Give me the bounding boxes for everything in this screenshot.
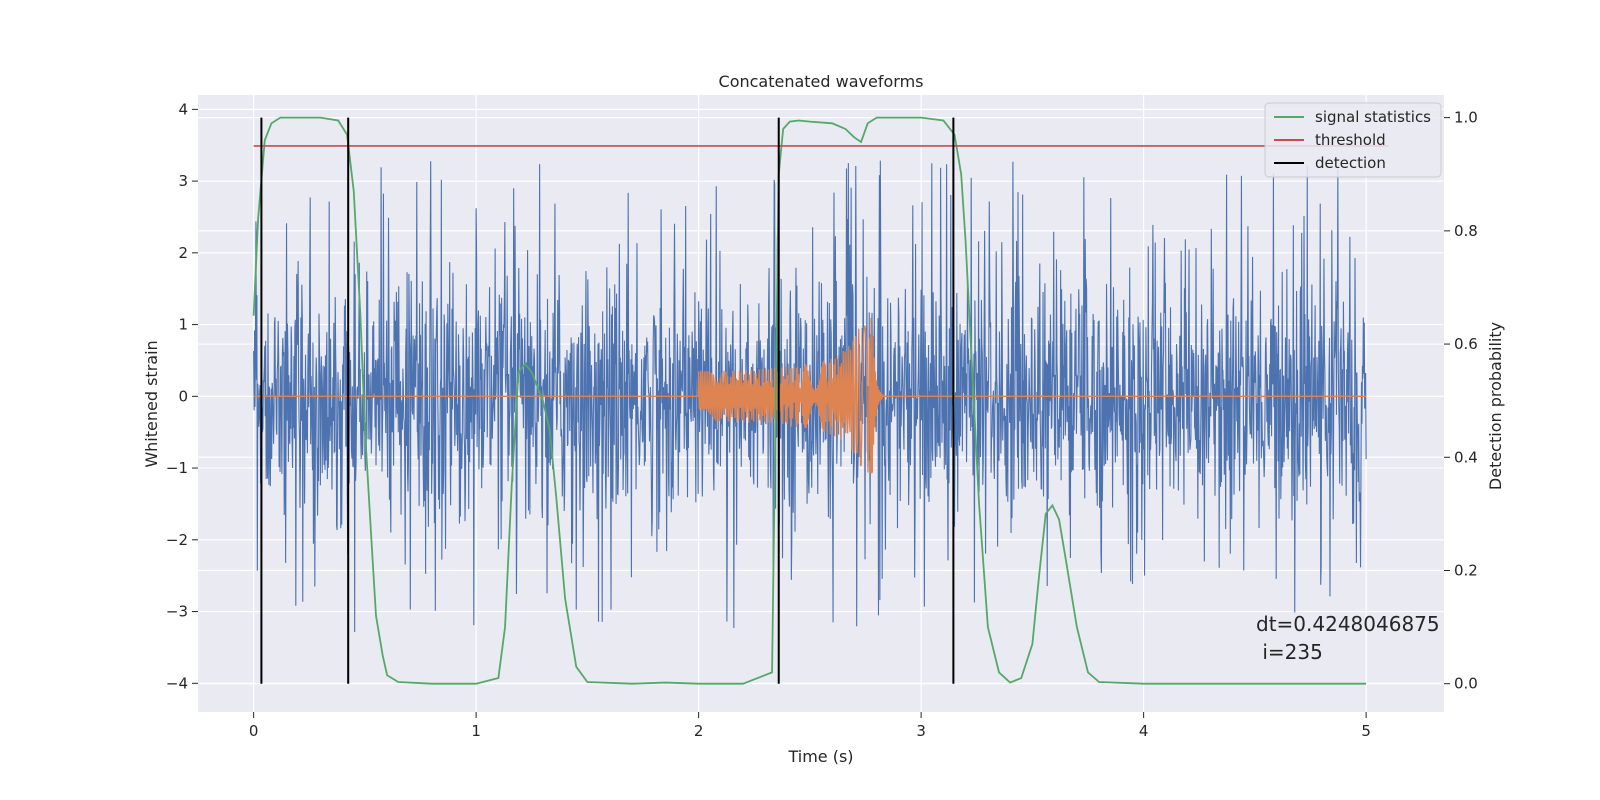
- y-axis-label: Whitened strain: [142, 340, 161, 467]
- template-line: [253, 317, 1367, 474]
- y-tick-label: −2: [166, 531, 188, 549]
- y-right-tick-label: 0.2: [1454, 561, 1478, 579]
- y-tick-label: −1: [166, 459, 188, 477]
- legend-box: [1264, 102, 1442, 178]
- x-tick-label: 1: [471, 722, 481, 740]
- x-tick-label: 2: [694, 722, 704, 740]
- y-right-tick-label: 1.0: [1454, 109, 1478, 127]
- x-axis-label: Time (s): [787, 747, 853, 766]
- chart-title: Concatenated waveforms: [719, 72, 924, 91]
- y-right-tick-label: 0.4: [1454, 448, 1478, 466]
- y-tick-label: −3: [166, 603, 188, 621]
- y-tick-label: −4: [166, 674, 188, 692]
- dt-annotation: dt=0.4248046875 i=235: [1256, 612, 1440, 664]
- y-axis-right-label: Detection probability: [1486, 322, 1505, 490]
- y-right-tick-label: 0.8: [1454, 222, 1478, 240]
- signal-statistics-line: [252, 116, 1367, 685]
- annotation-line: dt=0.4248046875: [1256, 612, 1440, 636]
- strain-line: [253, 160, 1367, 632]
- x-tick-label: 4: [1139, 722, 1149, 740]
- legend-label-signal-statistics: signal statistics: [1315, 108, 1431, 126]
- y-tick-label: 2: [178, 244, 188, 262]
- template-waveform-series: [253, 317, 1367, 474]
- y-right-tick-label: 0.6: [1454, 335, 1478, 353]
- y-tick-label: 4: [178, 100, 188, 118]
- annotation-line: i=235: [1256, 640, 1323, 664]
- right-axis-series: [252, 116, 1389, 685]
- legend: signal statistics threshold detection: [1264, 102, 1442, 178]
- x-tick-label: 0: [249, 722, 259, 740]
- y-right-tick-label: 0.0: [1454, 675, 1478, 693]
- y-tick-label: 3: [178, 172, 188, 190]
- y-tick-label: 1: [178, 316, 188, 334]
- strain-series: [253, 160, 1367, 632]
- y-tick-label: 0: [178, 387, 188, 405]
- plot-area: [252, 116, 1389, 685]
- x-tick-label: 5: [1361, 722, 1371, 740]
- legend-label-detection: detection: [1315, 154, 1386, 172]
- legend-label-threshold: threshold: [1315, 131, 1386, 149]
- axis-ticks: 0 1 2 3 4 5 −4 −3 −2 −1 0 1 2 3 4 0.0 0.2 0.4 0.6 0.8 1.0: [166, 100, 1478, 740]
- x-tick-label: 3: [916, 722, 926, 740]
